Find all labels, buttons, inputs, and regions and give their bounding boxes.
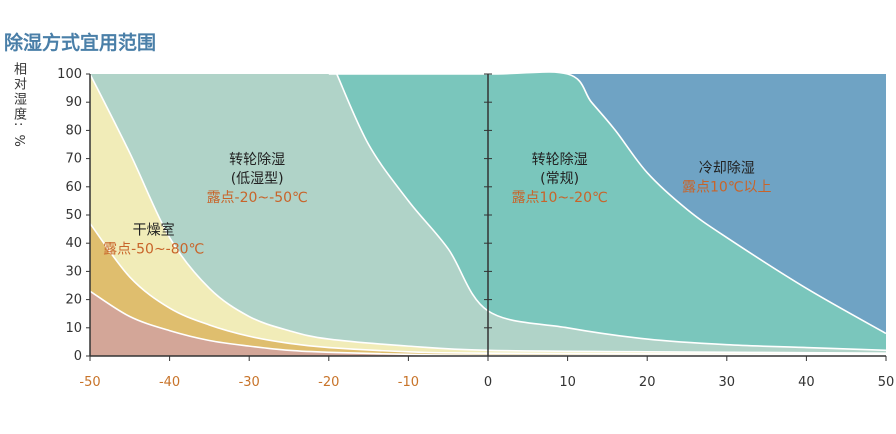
x-tick-label: 0	[484, 375, 492, 390]
region-label: 冷却除湿	[699, 161, 755, 177]
chart-title: 除湿方式宜用范围	[4, 32, 157, 54]
region-dry-room-inner	[90, 291, 886, 356]
x-tick-label: -10	[398, 375, 419, 390]
boundary-dry-room_top	[89, 222, 887, 356]
y-tick-label: 60	[65, 180, 82, 195]
region-label: 干燥室	[133, 222, 175, 239]
y-tick-label: 30	[65, 264, 82, 279]
y-tick-label: 100	[57, 67, 82, 82]
dew-point-label: 露点-50~-80℃	[103, 242, 204, 258]
boundary-rotor-low	[89, 73, 887, 354]
boundary-rotor-normal	[328, 71, 887, 335]
x-tick-label: 30	[719, 375, 736, 390]
x-tick-label: 50	[878, 375, 895, 390]
x-tick-label: 10	[559, 375, 576, 390]
y-tick-label: 50	[65, 208, 82, 223]
y-tick-label: 80	[65, 123, 82, 138]
y-tick-label: 40	[65, 236, 82, 251]
x-tick-label: 20	[639, 375, 656, 390]
y-tick-label: 10	[65, 321, 82, 336]
x-tick-label: -20	[318, 375, 339, 390]
y-tick-label: 90	[65, 95, 82, 110]
y-tick-label: 0	[74, 349, 82, 364]
x-tick-label: 40	[798, 375, 815, 390]
y-tick-label: 20	[65, 293, 82, 308]
x-tick-label: -30	[239, 375, 260, 390]
dew-point-label: 露点10℃以上	[682, 180, 772, 196]
dew-point-label: 露点10~-20℃	[512, 190, 608, 206]
dew-point-label: 露点-20~-50℃	[207, 190, 308, 206]
region-label: (常规)	[540, 171, 579, 187]
region-label: 转轮除湿	[532, 152, 588, 168]
region-label: (低湿型)	[231, 171, 284, 187]
y-tick-label: 70	[65, 152, 82, 167]
y-axis-label: 相对湿度: %	[11, 62, 26, 149]
x-tick-label: -40	[159, 375, 180, 390]
region-rotor-low	[90, 74, 886, 356]
x-tick-label: -50	[79, 375, 100, 390]
region-label: 转轮除湿	[229, 152, 285, 168]
boundary-cooling	[336, 73, 887, 352]
